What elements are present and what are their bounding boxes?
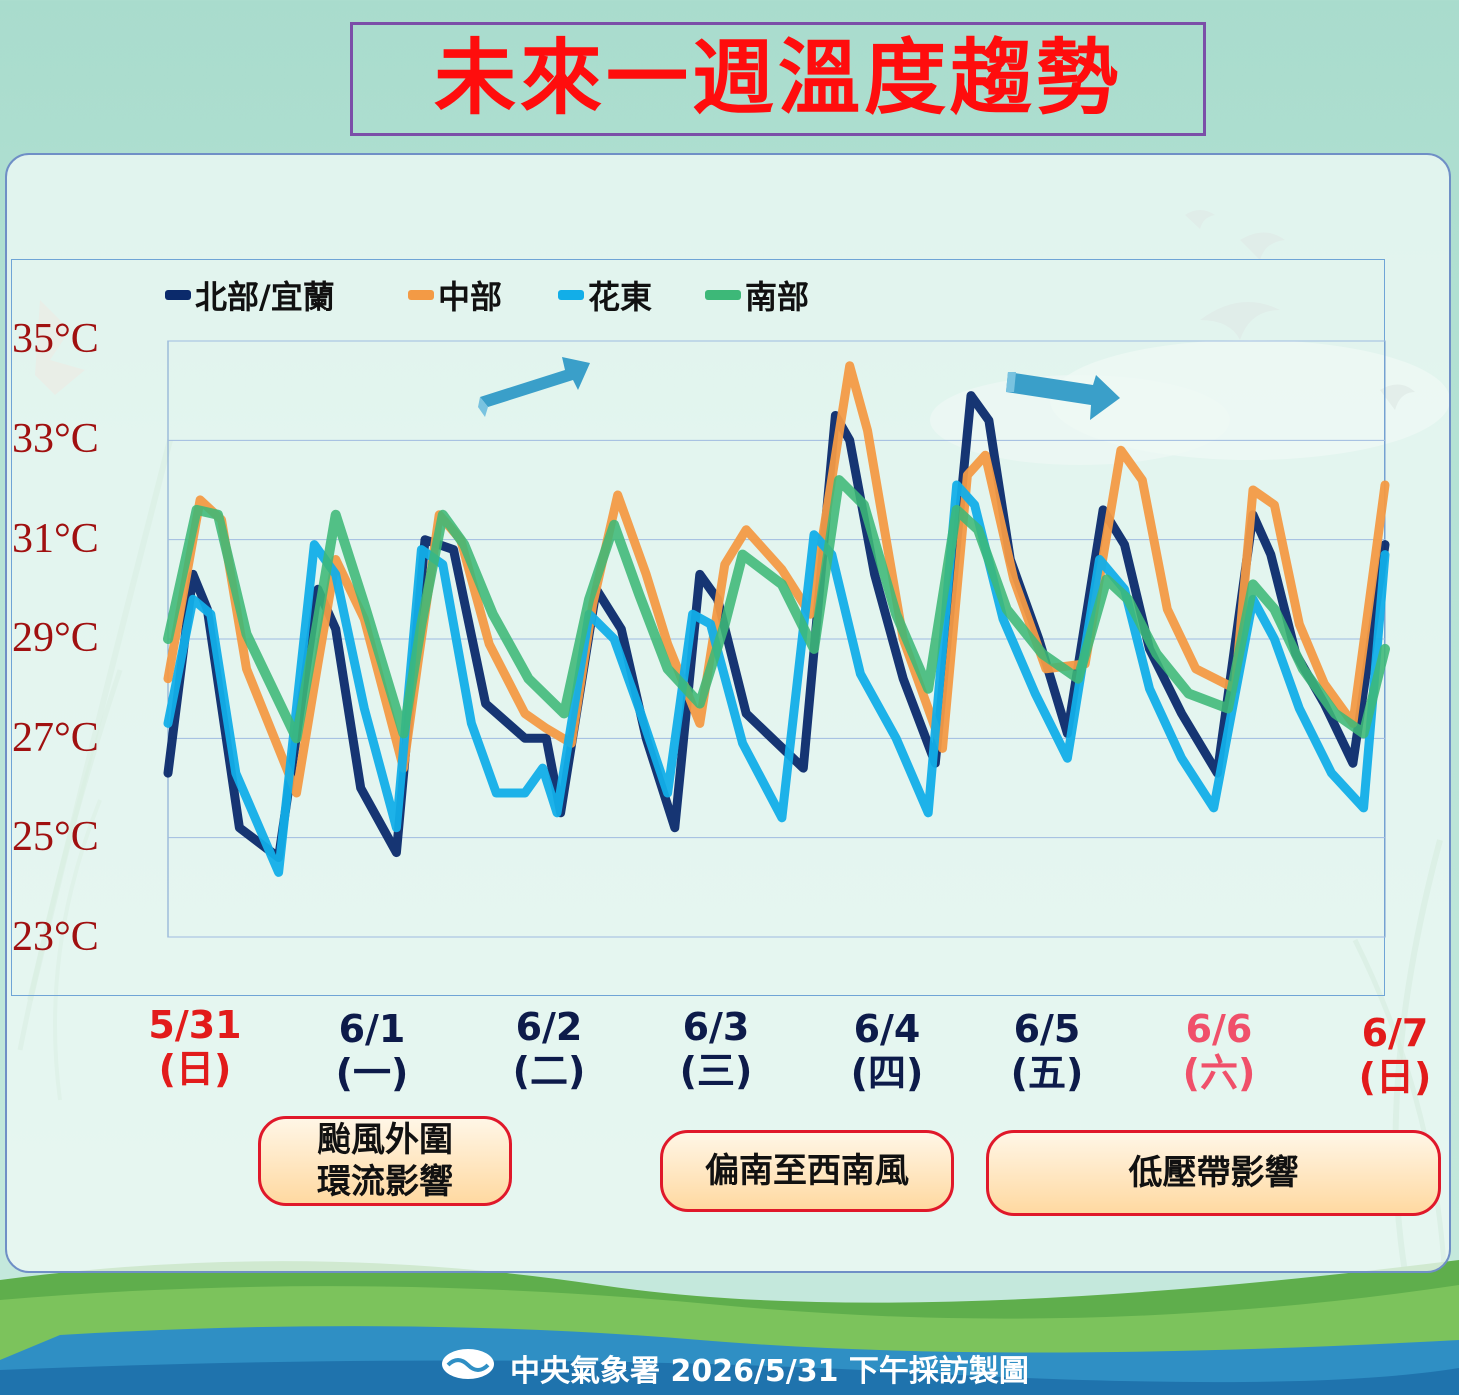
- chart-title: 未來一週溫度趨勢: [433, 31, 1122, 126]
- date-label-3: 6/3 (三): [641, 1005, 791, 1093]
- legend-label: 北部/宜蘭: [195, 278, 335, 316]
- event-southwind-text: 偏南至西南風: [705, 1150, 909, 1191]
- date-label-5: 6/5 (五): [972, 1007, 1122, 1095]
- legend-swatch: [705, 290, 741, 300]
- date-text: 6/1: [338, 1007, 406, 1051]
- y-tick-label: 29°C: [12, 615, 99, 661]
- legend-swatch: [408, 290, 434, 300]
- title-box: 未來一週溫度趨勢: [350, 22, 1206, 136]
- date-label-6: 6/6 (六): [1144, 1007, 1294, 1095]
- series-line-3: [163, 475, 1390, 744]
- weekday-text: (四): [850, 1050, 924, 1095]
- weekday-text: (日): [1358, 1054, 1432, 1099]
- date-label-2: 6/2 (二): [474, 1005, 624, 1093]
- legend-swatch: [165, 290, 191, 300]
- series-line-1: [163, 361, 1390, 798]
- weekday-text: (日): [158, 1046, 232, 1091]
- date-text: 6/5: [1013, 1007, 1081, 1051]
- legend-item-central: 中部: [408, 272, 502, 318]
- date-text: 6/2: [515, 1005, 583, 1049]
- date-text: 6/4: [853, 1007, 921, 1051]
- footer-credit: 中央氣象署 2026/5/31 下午採訪製圖: [510, 1354, 1029, 1389]
- legend-item-south: 南部: [705, 272, 809, 318]
- chart-panel: [5, 153, 1451, 1273]
- date-label-1: 6/1 (一): [297, 1007, 447, 1095]
- y-tick-label: 25°C: [12, 814, 99, 860]
- date-text: 5/31: [148, 1003, 242, 1047]
- date-text: 6/6: [1185, 1007, 1253, 1051]
- event-typhoon-line1: 颱風外圍: [317, 1119, 453, 1160]
- y-tick-label: 31°C: [12, 516, 99, 562]
- date-label-0: 5/31 (日): [120, 1003, 270, 1091]
- trend-arrow-icon: [478, 357, 590, 417]
- date-text: 6/7: [1361, 1011, 1429, 1055]
- event-typhoon-line2: 環流影響: [317, 1162, 453, 1202]
- legend-label: 南部: [745, 278, 810, 316]
- y-tick-label: 27°C: [12, 715, 99, 761]
- trend-arrow-icon: [1006, 372, 1120, 420]
- y-tick-label: 35°C: [12, 316, 99, 362]
- cwa-logo-icon: [442, 1349, 494, 1379]
- event-typhoon: 颱風外圍 環流影響: [258, 1116, 512, 1206]
- weekday-text: (二): [512, 1048, 586, 1093]
- legend-label: 花東: [588, 278, 653, 316]
- legend-item-north: 北部/宜蘭: [165, 272, 335, 318]
- date-text: 6/3: [682, 1005, 750, 1049]
- y-tick-label: 33°C: [12, 416, 99, 462]
- legend-label: 中部: [438, 278, 503, 316]
- event-southwind: 偏南至西南風: [660, 1130, 954, 1212]
- weekday-text: (六): [1182, 1050, 1256, 1095]
- y-tick-label: 23°C: [12, 914, 99, 960]
- event-lowpressure-text: 低壓帶影響: [1128, 1152, 1299, 1193]
- weekday-text: (五): [1010, 1050, 1084, 1095]
- series-line-0: [163, 391, 1390, 862]
- event-lowpressure: 低壓帶影響: [986, 1130, 1441, 1216]
- weekday-text: (一): [335, 1050, 409, 1095]
- series-line-2: [163, 480, 1390, 877]
- legend-item-east: 花東: [558, 272, 652, 318]
- date-label-4: 6/4 (四): [812, 1007, 962, 1095]
- date-label-7: 6/7 (日): [1320, 1011, 1459, 1099]
- legend-swatch: [558, 290, 584, 300]
- weekday-text: (三): [679, 1048, 753, 1093]
